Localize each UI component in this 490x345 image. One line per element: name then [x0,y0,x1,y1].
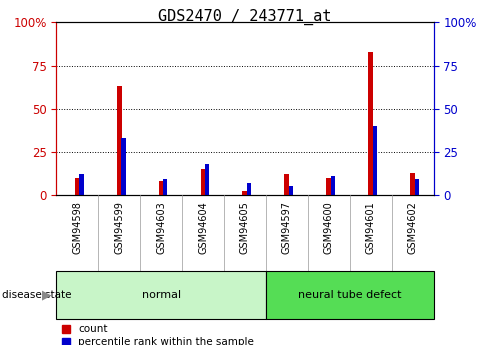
Text: ▶: ▶ [42,288,51,302]
Text: GDS2470 / 243771_at: GDS2470 / 243771_at [158,9,332,25]
Bar [410,172,415,195]
Bar [247,183,251,195]
Text: GSM94604: GSM94604 [198,201,208,254]
Bar [56,271,266,319]
Bar [200,169,206,195]
Text: GSM94602: GSM94602 [408,201,417,254]
Bar [331,176,335,195]
Bar [284,174,290,195]
Legend: count, percentile rank within the sample: count, percentile rank within the sample [62,324,254,345]
Text: disease state: disease state [2,290,72,300]
Text: GSM94598: GSM94598 [73,201,82,254]
Bar [163,179,168,195]
Bar [159,181,164,195]
Text: neural tube defect: neural tube defect [298,290,402,300]
Bar [326,178,331,195]
Bar [205,164,209,195]
Bar [368,52,373,195]
Text: GSM94603: GSM94603 [156,201,166,254]
Text: GSM94601: GSM94601 [366,201,376,254]
Bar [117,86,122,195]
Text: GSM94599: GSM94599 [114,201,124,254]
Bar [122,138,125,195]
Text: GSM94605: GSM94605 [240,201,250,254]
Bar [373,126,377,195]
Text: GSM94600: GSM94600 [324,201,334,254]
Bar [415,179,419,195]
Text: normal: normal [142,290,181,300]
Bar [79,174,84,195]
Text: GSM94597: GSM94597 [282,201,292,254]
Bar [75,178,80,195]
Bar [243,191,247,195]
Bar [289,186,293,195]
Bar [266,271,434,319]
